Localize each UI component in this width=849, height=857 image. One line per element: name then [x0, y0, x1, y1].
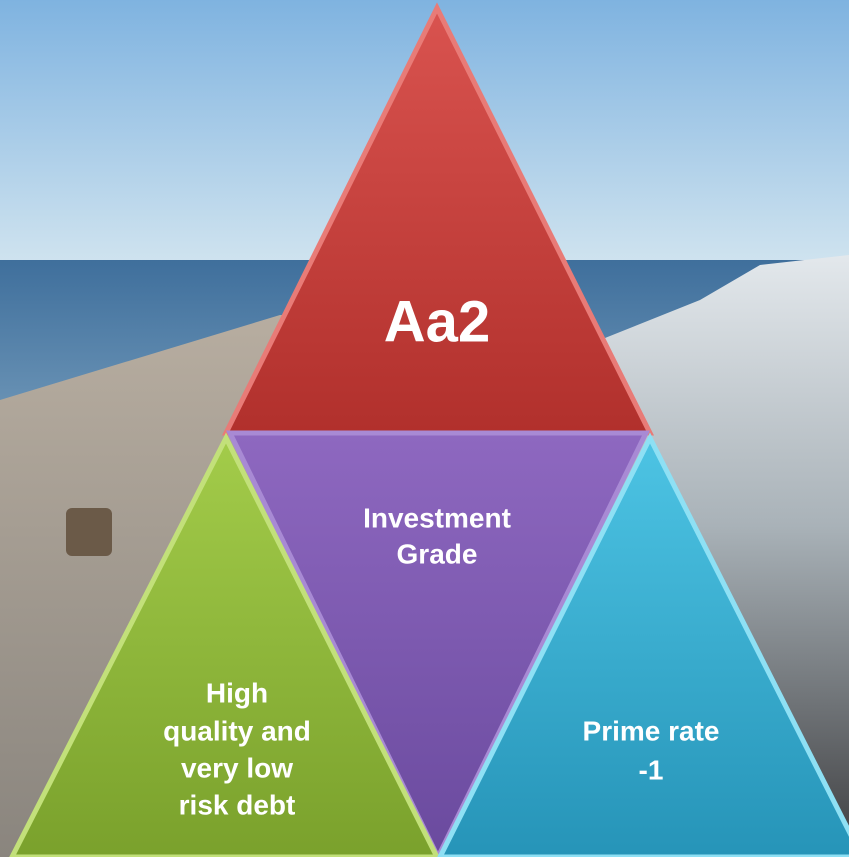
node-label: Grade [397, 538, 478, 569]
node-label: risk debt [179, 789, 296, 820]
node-label: Prime rate [583, 715, 720, 746]
node-label: very low [181, 752, 293, 783]
node-label: Aa2 [384, 289, 490, 354]
node-label: Investment [363, 502, 511, 533]
diagram: Aa2 Investment Grade High quality and ve… [0, 0, 849, 857]
node-label: -1 [639, 754, 664, 785]
node-label: quality and [163, 715, 311, 746]
node-label: High [206, 677, 268, 708]
